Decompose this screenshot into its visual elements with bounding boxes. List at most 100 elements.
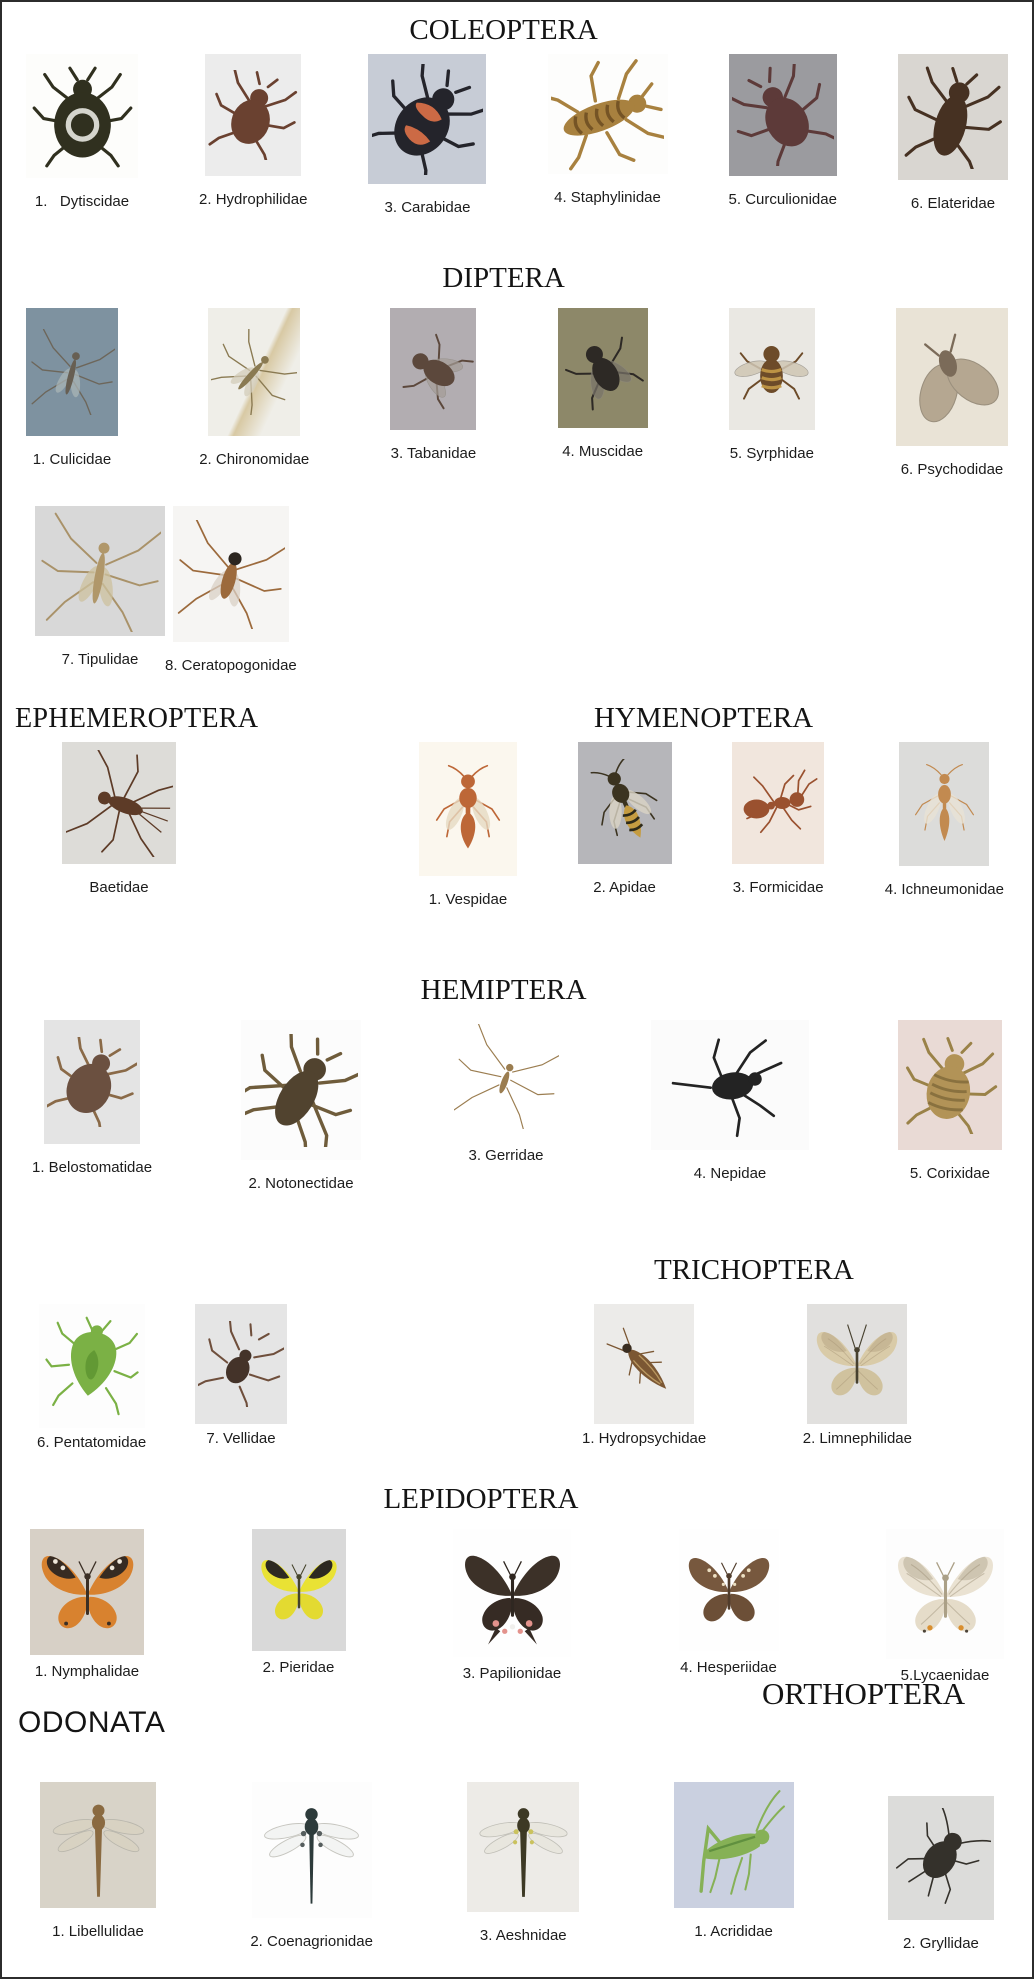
- section-header-row: COLEOPTERA: [2, 14, 1032, 48]
- specimen-nepidae: 4. Nepidae: [650, 1020, 809, 1182]
- label-syrphidae: 5. Syrphidae: [729, 445, 814, 462]
- nymphalidae-insect-illustration: [41, 1555, 133, 1628]
- staphylinidae-insect-illustration: [551, 58, 664, 170]
- photo-belostomatidae: [44, 1020, 141, 1144]
- specimen-hesperiidae: 4. Hesperiidae: [678, 1529, 779, 1676]
- gryllidae-insect-illustration: [895, 1808, 991, 1904]
- photo-notonectidae: [241, 1020, 362, 1160]
- vespidae-insect-illustration: [435, 764, 501, 849]
- specimen-limnephilidae: 2. Limnephilidae: [803, 1304, 912, 1447]
- specimen-group-main: 1. Libellulidae 2. Coenagrionidae 3. Aeshn…: [40, 1782, 994, 1952]
- label-belostomatidae: 1. Belostomatidae: [32, 1159, 153, 1176]
- specimen-carabidae: 3. Carabidae: [368, 54, 487, 216]
- photo-elateridae: [897, 54, 1008, 180]
- gerridae-insect-illustration: [453, 1023, 559, 1129]
- label-lycaenidae: 5.Lycaenidae: [900, 1667, 990, 1684]
- notonectidae-insect-illustration: [244, 1033, 358, 1147]
- specimen-tabanidae: 3. Tabanidae: [390, 308, 477, 462]
- label-pentatomidae: 6. Pentatomidae: [37, 1434, 147, 1451]
- order-header-coleoptera: COLEOPTERA: [409, 14, 598, 46]
- order-section-lepidoptera: LEPIDOPTERA 1. Nymphalidae 2. Pieridae 3. P…: [2, 1483, 1032, 1684]
- label-staphylinidae: 4. Staphylinidae: [554, 189, 661, 206]
- photo-muscidae: [557, 308, 648, 428]
- limnephilidae-insect-illustration: [817, 1324, 898, 1396]
- nepidae-insect-illustration: [671, 1038, 783, 1138]
- specimen-pieridae: 2. Pieridae: [251, 1529, 346, 1676]
- order-section-trichoptera: TRICHOPTERA 6. Pentatomidae 7. Vellidae 1. …: [2, 1254, 1032, 1451]
- specimen-hydrophilidae: 2. Hydrophilidae: [199, 54, 307, 208]
- specimen-libellulidae: 1. Libellulidae: [40, 1782, 156, 1940]
- label-psychodidae: 6. Psychodidae: [900, 461, 1004, 478]
- label-nepidae: 4. Nepidae: [693, 1165, 767, 1182]
- specimen-row: 1. Nymphalidae 2. Pieridae 3. Papilionidae…: [2, 1529, 1032, 1684]
- photo-vespidae: [419, 742, 517, 876]
- photo-nymphalidae: [30, 1529, 144, 1655]
- ceratopogonidae-insect-illustration: [178, 519, 286, 629]
- photo-psychodidae: [896, 308, 1008, 446]
- syrphidae-insect-illustration: [734, 345, 809, 400]
- label-culicidae: 1. Culicidae: [32, 451, 112, 468]
- specimen-ceratopogonidae: 8. Ceratopogonidae: [165, 506, 297, 674]
- culicidae-insect-illustration: [31, 329, 115, 415]
- order-header-diptera: DIPTERA: [442, 262, 565, 294]
- specimen-ichneumonidae: 4. Ichneumonidae: [885, 742, 1004, 898]
- section-header-row: LEPIDOPTERA: [2, 1483, 1032, 1517]
- photo-gryllidae: [887, 1796, 994, 1920]
- specimen-corixidae: 5. Corixidae: [897, 1020, 1002, 1182]
- carabidae-insect-illustration: [371, 63, 483, 175]
- photo-curculionidae: [728, 54, 837, 176]
- specimen-tipulidae: 7. Tipulidae: [35, 506, 165, 668]
- tipulidae-insect-illustration: [41, 512, 161, 632]
- specimen-row: 7. Tipulidae 8. Ceratopogonidae: [2, 506, 1032, 674]
- specimen-gerridae: 3. Gerridae: [450, 1020, 563, 1164]
- photo-formicidae: [732, 742, 825, 864]
- photo-tabanidae: [390, 308, 477, 430]
- label-dytiscidae: 1. Dytiscidae: [34, 193, 130, 210]
- order-header-orthoptera: ORTHOPTERA: [762, 1676, 966, 1711]
- photo-vellidae: [195, 1304, 287, 1424]
- aeshnidae-insect-illustration: [479, 1807, 568, 1897]
- label-apidae: 2. Apidae: [593, 879, 656, 896]
- specimen-curculionidae: 5. Curculionidae: [729, 54, 837, 208]
- acrididae-insect-illustration: [699, 1789, 786, 1895]
- specimen-dytiscidae: 1. Dytiscidae: [26, 54, 138, 210]
- specimen-group-main: 1. Nymphalidae 2. Pieridae 3. Papilionidae…: [30, 1529, 1004, 1684]
- photo-coenagrionidae: [251, 1782, 372, 1918]
- coenagrionidae-insect-illustration: [264, 1807, 360, 1904]
- order-section-odoortho: ODONATA ORTHOPTERA 1. Libellulidae 2. Coena…: [2, 1676, 1032, 1952]
- specimen-chironomidae: 2. Chironomidae: [199, 308, 309, 468]
- specimen-coenagrionidae: 2. Coenagrionidae: [250, 1782, 373, 1950]
- psychodidae-insect-illustration: [918, 333, 999, 422]
- specimen-group-hem: 6. Pentatomidae 7. Vellidae: [37, 1304, 287, 1451]
- photo-lycaenidae: [886, 1529, 1004, 1659]
- dytiscidae-insect-illustration: [32, 66, 132, 167]
- specimen-group-main: 1. Dytiscidae 2. Hydrophilidae 3. Carabida…: [26, 54, 1008, 216]
- photo-syrphidae: [728, 308, 815, 430]
- specimen-row: 1. Belostomatidae 2. Notonectidae 3. Gerri…: [2, 1020, 1032, 1192]
- specimen-group-main2: 7. Tipulidae 8. Ceratopogonidae: [35, 506, 297, 674]
- lycaenidae-insect-illustration: [897, 1556, 993, 1633]
- label-vespidae: 1. Vespidae: [428, 891, 508, 908]
- section-header-row: DIPTERA: [2, 262, 1032, 296]
- photo-libellulidae: [40, 1782, 156, 1908]
- tabanidae-insect-illustration: [402, 333, 474, 409]
- label-carabidae: 3. Carabidae: [384, 199, 471, 216]
- specimen-nymphalidae: 1. Nymphalidae: [30, 1529, 144, 1680]
- label-pieridae: 2. Pieridae: [262, 1659, 335, 1676]
- order-header-ephemeroptera: EPHEMEROPTERA: [15, 702, 259, 734]
- label-limnephilidae: 2. Limnephilidae: [802, 1430, 912, 1447]
- specimen-muscidae: 4. Muscidae: [557, 308, 648, 460]
- label-hydropsychidae: 1. Hydropsychidae: [582, 1430, 707, 1447]
- belostomatidae-insect-illustration: [47, 1037, 138, 1127]
- specimen-culicidae: 1. Culicidae: [26, 308, 118, 468]
- specimen-notonectidae: 2. Notonectidae: [241, 1020, 362, 1192]
- specimen-apidae: 2. Apidae: [577, 742, 672, 896]
- specimen-elateridae: 6. Elateridae: [897, 54, 1008, 212]
- label-elateridae: 6. Elateridae: [910, 195, 996, 212]
- order-section-diptera: DIPTERA 1. Culicidae 2. Chironomidae 3. Tab…: [2, 262, 1032, 674]
- label-corixidae: 5. Corixidae: [909, 1165, 990, 1182]
- photo-nepidae: [650, 1020, 809, 1150]
- specimen-row: 6. Pentatomidae 7. Vellidae 1. Hydropsychi…: [2, 1304, 1032, 1451]
- photo-gerridae: [450, 1020, 563, 1132]
- muscidae-insect-illustration: [565, 336, 644, 410]
